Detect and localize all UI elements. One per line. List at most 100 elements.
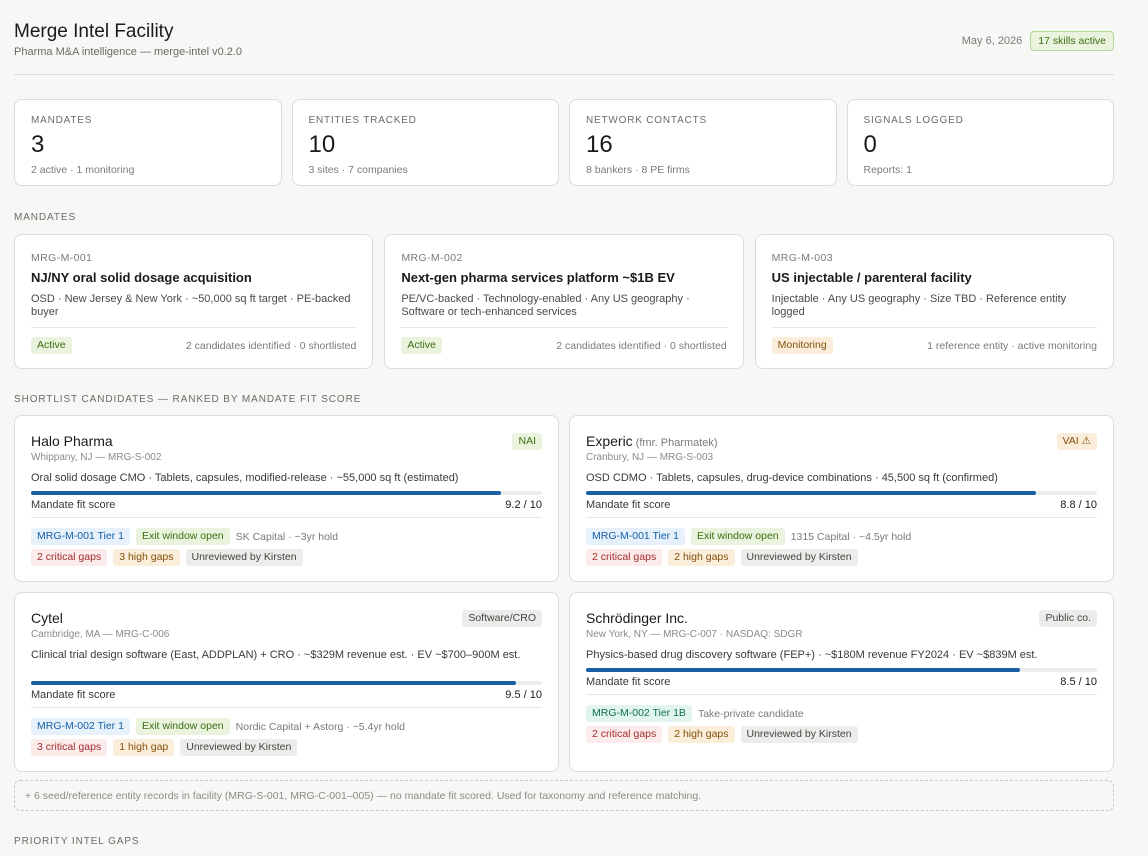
critical-gaps-tag[interactable]: 2 critical gaps xyxy=(586,549,663,566)
fit-score-row: Mandate fit score 8.8 / 10 xyxy=(586,499,1097,518)
critical-gaps-tag[interactable]: 2 critical gaps xyxy=(586,726,663,743)
candidate-header: Halo Pharma NAI xyxy=(31,433,542,450)
mandate-title: US injectable / parenteral facility xyxy=(771,270,972,285)
stat-sub: 2 active · 1 monitoring xyxy=(31,164,135,176)
owner-note: Nordic Capital + Astorg · ~5.4yr hold xyxy=(235,720,405,733)
mandate-title: Next-gen pharma services platform ~$1B E… xyxy=(401,270,675,285)
candidate-name: Halo Pharma xyxy=(31,433,113,449)
candidate-header: Experic (fmr. Pharmatek) VAI ⚠ xyxy=(586,433,1097,450)
high-gaps-tag[interactable]: 2 high gaps xyxy=(668,549,735,566)
stat-card-signals[interactable]: SIGNALS LOGGED 0 Reports: 1 xyxy=(846,99,1114,186)
tier-tag[interactable]: MRG-M-001 Tier 1 xyxy=(31,528,130,545)
stats-row: MANDATES 3 2 active · 1 monitoring ENTIT… xyxy=(14,99,1114,186)
section-heading-mandates: MANDATES xyxy=(14,212,77,223)
fit-score-label: Mandate fit score xyxy=(31,689,116,701)
candidate-tags: MRG-M-001 Tier 1 Exit window open SK Cap… xyxy=(31,528,542,545)
candidate-name-text: Experic xyxy=(586,433,633,449)
owner-note: Take-private candidate xyxy=(697,707,804,720)
mandate-code: MRG-M-003 xyxy=(771,252,834,264)
tier-tag[interactable]: MRG-M-002 Tier 1B xyxy=(586,705,692,722)
stat-sub: 3 sites · 7 companies xyxy=(308,164,408,176)
status-badge: Active xyxy=(401,337,442,354)
candidate-tags: MRG-M-001 Tier 1 Exit window open 1315 C… xyxy=(586,528,1097,545)
critical-gaps-tag[interactable]: 3 critical gaps xyxy=(31,739,108,756)
candidate-location: Whippany, NJ — MRG-S-002 xyxy=(31,452,162,463)
candidate-card[interactable]: Experic (fmr. Pharmatek) VAI ⚠ Cranbury, … xyxy=(569,415,1114,582)
fit-score-bar xyxy=(31,491,542,495)
mandate-description: Injectable · Any US geography · Size TBD… xyxy=(771,293,1067,318)
candidate-location: Cambridge, MA — MRG-C-006 xyxy=(31,629,170,640)
fit-score-bar-fill xyxy=(31,681,517,685)
high-gaps-tag[interactable]: 1 high gap xyxy=(113,739,175,756)
fit-score-label: Mandate fit score xyxy=(31,499,116,511)
mandate-candidate-count: 2 candidates identified · 0 shortlisted xyxy=(556,339,727,352)
mandate-title: NJ/NY oral solid dosage acquisition xyxy=(31,270,252,285)
candidate-description: Oral solid dosage CMO · Tablets, capsule… xyxy=(31,472,459,484)
page-header: Merge Intel Facility Pharma M&A intellig… xyxy=(14,20,1114,75)
mandate-footer: Active 2 candidates identified · 0 short… xyxy=(401,327,727,354)
candidate-former-name: (fmr. Pharmatek) xyxy=(635,437,718,449)
mandate-card[interactable]: MRG-M-003 US injectable / parenteral fac… xyxy=(754,234,1114,369)
fit-score-value: 8.5 / 10 xyxy=(1060,676,1097,688)
stat-card-entities[interactable]: ENTITIES TRACKED 10 3 sites · 7 companie… xyxy=(291,99,559,186)
fit-score-bar-fill xyxy=(31,491,502,495)
mandate-description: PE/VC-backed · Technology-enabled · Any … xyxy=(401,293,690,318)
stat-card-mandates[interactable]: MANDATES 3 2 active · 1 monitoring xyxy=(14,99,282,186)
skills-badge[interactable]: 17 skills active xyxy=(1030,31,1114,51)
header-meta: May 6, 2026 17 skills active xyxy=(962,31,1114,51)
mandate-code: MRG-M-001 xyxy=(31,252,93,264)
exit-window-tag: Exit window open xyxy=(690,528,785,545)
stat-label: SIGNALS LOGGED xyxy=(863,115,964,126)
mandates-row: MRG-M-001 NJ/NY oral solid dosage acquis… xyxy=(14,234,1114,369)
page-subtitle: Pharma M&A intelligence — merge-intel v0… xyxy=(14,46,243,58)
review-status-tag: Unreviewed by Kirsten xyxy=(740,549,858,566)
fit-score-bar-fill xyxy=(586,668,1021,672)
seed-records-note: + 6 seed/reference entity records in fac… xyxy=(14,780,1114,811)
tier-tag[interactable]: MRG-M-002 Tier 1 xyxy=(31,718,130,735)
high-gaps-tag[interactable]: 3 high gaps xyxy=(113,549,180,566)
critical-gaps-tag[interactable]: 2 critical gaps xyxy=(31,549,108,566)
mandate-code: MRG-M-002 xyxy=(401,252,463,264)
candidate-card[interactable]: Halo Pharma NAI Whippany, NJ — MRG-S-002… xyxy=(14,415,559,582)
candidate-location: Cranbury, NJ — MRG-S-003 xyxy=(586,452,714,463)
fit-score-value: 9.2 / 10 xyxy=(505,499,542,511)
high-gaps-tag[interactable]: 2 high gaps xyxy=(668,726,735,743)
stat-value: 10 xyxy=(308,131,336,158)
mandate-footer: Monitoring 1 reference entity · active m… xyxy=(771,327,1097,354)
fit-score-label: Mandate fit score xyxy=(586,499,671,511)
stat-label: ENTITIES TRACKED xyxy=(308,115,417,126)
fit-score-row: Mandate fit score 8.5 / 10 xyxy=(586,676,1097,695)
stat-label: MANDATES xyxy=(31,115,93,126)
classification-badge: Software/CRO xyxy=(462,610,542,627)
section-heading-priority-gaps: PRIORITY INTEL GAPS xyxy=(14,836,140,847)
candidate-name: Experic (fmr. Pharmatek) xyxy=(586,433,718,449)
exit-window-tag: Exit window open xyxy=(135,528,230,545)
header-date: May 6, 2026 xyxy=(961,35,1023,47)
candidate-header: Schrödinger Inc. Public co. xyxy=(586,610,1097,627)
tier-tag[interactable]: MRG-M-001 Tier 1 xyxy=(586,528,685,545)
mandate-candidate-count: 1 reference entity · active monitoring xyxy=(927,339,1097,352)
mandate-description: OSD · New Jersey & New York · ~50,000 sq… xyxy=(31,293,351,318)
candidate-name: Cytel xyxy=(31,610,63,626)
stat-sub: 8 bankers · 8 PE firms xyxy=(586,164,690,176)
mandate-card[interactable]: MRG-M-002 Next-gen pharma services platf… xyxy=(384,234,744,369)
status-badge: Active xyxy=(31,337,72,354)
classification-badge: Public co. xyxy=(1039,610,1097,627)
fit-score-bar xyxy=(586,491,1097,495)
candidate-header: Cytel Software/CRO xyxy=(31,610,542,627)
candidate-tags: MRG-M-002 Tier 1B Take-private candidate xyxy=(586,705,1097,722)
candidate-description: OSD CDMO · Tablets, capsules, drug-devic… xyxy=(586,472,998,484)
stat-value: 0 xyxy=(863,131,877,158)
candidate-gap-tags: 2 critical gaps 2 high gaps Unreviewed b… xyxy=(586,726,1097,743)
fit-score-label: Mandate fit score xyxy=(586,676,671,688)
stat-card-contacts[interactable]: NETWORK CONTACTS 16 8 bankers · 8 PE fir… xyxy=(569,99,837,186)
candidate-description: Clinical trial design software (East, AD… xyxy=(31,649,521,661)
owner-note: 1315 Capital · ~4.5yr hold xyxy=(790,530,912,543)
mandate-candidate-count: 2 candidates identified · 0 shortlisted xyxy=(185,339,357,352)
stat-sub: Reports: 1 xyxy=(863,164,912,176)
candidate-card[interactable]: Schrödinger Inc. Public co. New York, NY… xyxy=(569,592,1114,772)
mandate-card[interactable]: MRG-M-001 NJ/NY oral solid dosage acquis… xyxy=(14,234,374,369)
candidate-gap-tags: 3 critical gaps 1 high gap Unreviewed by… xyxy=(31,739,542,756)
fit-score-bar xyxy=(31,681,542,685)
candidate-card[interactable]: Cytel Software/CRO Cambridge, MA — MRG-C… xyxy=(14,592,559,772)
